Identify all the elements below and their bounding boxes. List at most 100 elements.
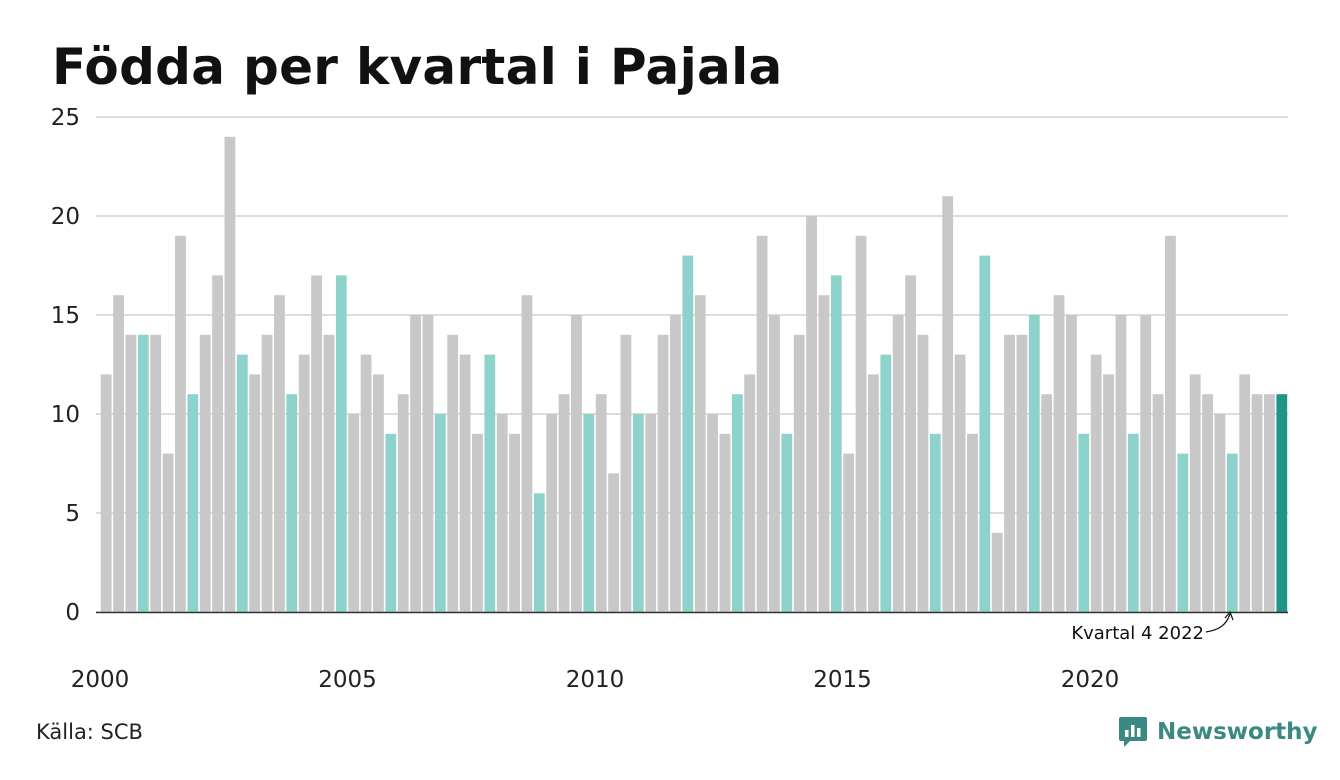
bar xyxy=(917,334,929,612)
bar xyxy=(509,433,520,612)
bar xyxy=(447,334,459,612)
bar xyxy=(1016,334,1028,612)
bar xyxy=(818,295,830,612)
bar xyxy=(1189,374,1201,612)
bar xyxy=(905,275,916,612)
bar xyxy=(323,334,335,612)
bar xyxy=(360,354,372,612)
bar xyxy=(707,414,718,612)
bar xyxy=(880,354,892,612)
x-tick-label: 2000 xyxy=(71,667,130,693)
bar xyxy=(892,315,904,612)
bar xyxy=(286,394,298,612)
bar xyxy=(472,433,483,612)
brand-name: Newsworthy xyxy=(1157,719,1318,745)
x-tick-label: 2020 xyxy=(1061,667,1120,693)
bar xyxy=(942,196,954,612)
bar xyxy=(620,334,632,612)
bar xyxy=(546,414,558,612)
bar xyxy=(1214,414,1226,612)
bar xyxy=(422,315,434,612)
bar xyxy=(459,354,471,612)
chart-title: Födda per kvartal i Pajala xyxy=(52,38,783,96)
bar xyxy=(855,235,867,613)
bar xyxy=(657,334,669,612)
bar xyxy=(348,414,360,612)
bar xyxy=(595,394,607,612)
bar xyxy=(1165,235,1176,613)
bar xyxy=(274,295,285,612)
y-tick-label: 10 xyxy=(51,402,80,428)
bar xyxy=(1264,394,1275,612)
bar xyxy=(113,295,124,612)
annotation-label: Kvartal 4 2022 xyxy=(1071,623,1204,644)
bar xyxy=(967,433,978,612)
bar xyxy=(199,334,211,612)
bar xyxy=(162,453,174,612)
bar xyxy=(843,453,855,612)
bar xyxy=(756,235,768,613)
brand-logo: Newsworthy xyxy=(1118,712,1318,752)
bar xyxy=(496,414,508,612)
annotation-arrowhead xyxy=(1224,610,1234,621)
bar xyxy=(1140,315,1152,612)
bar xyxy=(298,354,310,612)
y-tick-label: 0 xyxy=(65,600,80,626)
bar xyxy=(1202,394,1213,612)
bar xyxy=(1053,295,1065,612)
y-axis: 0 5 10 15 20 25 xyxy=(51,105,80,626)
bar xyxy=(1004,334,1015,612)
bar xyxy=(236,354,248,612)
bar xyxy=(929,433,941,612)
bar xyxy=(311,275,322,612)
bar xyxy=(1239,374,1251,612)
bar xyxy=(484,354,496,612)
bar xyxy=(719,433,731,612)
bar xyxy=(224,136,236,613)
bar xyxy=(150,334,162,612)
bar xyxy=(769,315,780,612)
bar xyxy=(632,414,644,612)
bar xyxy=(1028,315,1040,612)
bar xyxy=(979,255,991,612)
bar xyxy=(187,394,199,612)
y-tick-label: 20 xyxy=(51,204,80,230)
x-tick-label: 2005 xyxy=(318,667,377,693)
bar xyxy=(175,235,186,613)
bar xyxy=(830,275,842,612)
x-tick-label: 2015 xyxy=(813,667,872,693)
bar xyxy=(100,374,112,612)
bar xyxy=(212,275,223,612)
bar xyxy=(1251,394,1263,612)
bar xyxy=(137,334,149,612)
bar xyxy=(682,255,694,612)
bar xyxy=(261,334,273,612)
bar xyxy=(125,334,137,612)
bar xyxy=(1127,433,1139,612)
bar xyxy=(1226,453,1238,612)
bar xyxy=(571,315,582,612)
bar xyxy=(781,433,793,612)
bar xyxy=(1276,394,1288,612)
bar xyxy=(744,374,756,612)
bar xyxy=(373,374,384,612)
bar xyxy=(583,414,595,612)
bar xyxy=(434,414,446,612)
bar xyxy=(731,394,743,612)
bar xyxy=(806,216,817,612)
bar xyxy=(645,414,657,612)
bar xyxy=(1041,394,1053,612)
bar xyxy=(868,374,879,612)
bars xyxy=(100,136,1288,613)
x-tick-label: 2010 xyxy=(566,667,625,693)
annotation-arrow xyxy=(1205,613,1231,633)
newsworthy-logo-icon xyxy=(1119,717,1147,747)
bar xyxy=(608,473,619,612)
y-tick-label: 15 xyxy=(51,303,80,329)
bar xyxy=(694,295,706,612)
bar xyxy=(385,433,397,612)
bar xyxy=(558,394,570,612)
annotation: Kvartal 4 2022 xyxy=(1071,610,1234,644)
bar xyxy=(1066,315,1077,612)
